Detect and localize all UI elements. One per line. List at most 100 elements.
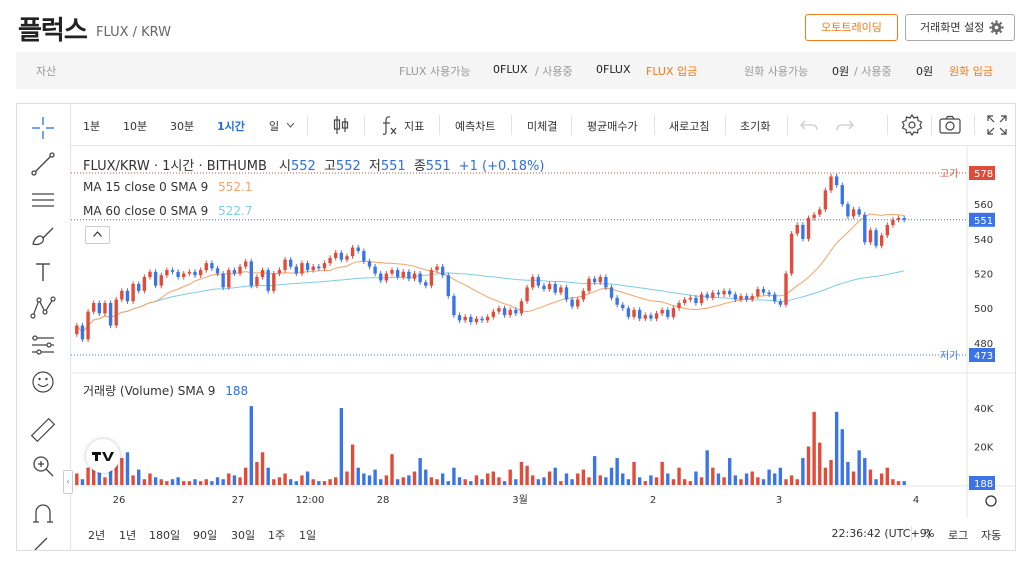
volume-bar: [654, 477, 659, 485]
candle-body: [609, 287, 614, 298]
scroll-left-handle[interactable]: ‹: [63, 470, 73, 494]
trend-line-icon[interactable]: [29, 150, 57, 178]
candle-body: [536, 277, 541, 286]
flux-deposit-link[interactable]: FLUX 입금: [646, 65, 698, 78]
volume-bar: [103, 477, 107, 485]
refresh-button[interactable]: 새로고침: [669, 120, 710, 133]
range-2y[interactable]: 2년: [88, 529, 106, 542]
volume-bar: [587, 477, 591, 485]
asset-label: 자산: [36, 65, 57, 78]
chevron-down-icon[interactable]: [287, 123, 294, 128]
volume-bar: [834, 411, 839, 485]
range-1d[interactable]: 1일: [299, 529, 317, 542]
interval-10m[interactable]: 10분: [123, 120, 148, 133]
function-icon[interactable]: [376, 113, 400, 137]
reset-button[interactable]: 초기화: [740, 120, 771, 133]
magnet-icon[interactable]: [29, 500, 57, 528]
unfilled-orders-button[interactable]: 미체결: [527, 120, 558, 133]
candle-body: [688, 297, 692, 300]
time-tick-label: 26: [113, 495, 126, 506]
candle-body: [339, 252, 344, 260]
price-chart[interactable]: 560 540 520 500 480 고가 578 저가 473 551 40K 20K 188 26 2…: [71, 146, 1015, 518]
krw-available-label: 원화 사용가능: [744, 65, 809, 78]
price-tick-label: 560: [974, 200, 993, 211]
range-180d[interactable]: 180일: [149, 529, 181, 542]
range-30d[interactable]: 30일: [231, 529, 256, 542]
text-tool-icon[interactable]: [29, 258, 57, 286]
percent-toggle[interactable]: %: [924, 527, 935, 540]
candle-body: [716, 292, 721, 295]
krw-deposit-link[interactable]: 원화 입금: [949, 65, 993, 78]
fullscreen-icon[interactable]: [985, 113, 1009, 137]
pattern-icon[interactable]: [29, 294, 57, 322]
indicator-button[interactable]: 지표: [404, 120, 425, 133]
horizontal-lines-icon[interactable]: [29, 186, 57, 214]
volume-bar: [885, 467, 889, 485]
log-toggle[interactable]: 로그: [948, 529, 969, 542]
candle-body: [654, 313, 659, 319]
settings-gear-icon[interactable]: [900, 113, 924, 137]
low-price-badge: [969, 348, 995, 362]
volume-bar: [379, 479, 383, 485]
ruler-icon[interactable]: [29, 416, 57, 444]
crosshair-icon[interactable]: [29, 114, 57, 142]
interval-30m[interactable]: 30분: [170, 120, 195, 133]
redo-icon[interactable]: [833, 113, 857, 137]
candle-body: [851, 209, 856, 217]
candlestick-type-icon[interactable]: [329, 113, 353, 137]
brush-icon[interactable]: [29, 222, 57, 250]
candle-body: [739, 296, 743, 300]
emoji-icon[interactable]: [29, 368, 57, 396]
candle-body: [277, 270, 282, 274]
range-1y[interactable]: 1년: [119, 529, 137, 542]
forecast-chart-button[interactable]: 예측차트: [455, 120, 496, 133]
volume-bar: [829, 459, 833, 485]
flux-in-use-label: / 사용중: [535, 65, 573, 78]
volume-bar: [682, 479, 687, 485]
toolbar-separator: [931, 115, 932, 135]
prediction-icon[interactable]: [29, 330, 57, 358]
interval-1m[interactable]: 1분: [83, 120, 101, 133]
volume-bar: [176, 477, 180, 485]
interval-day[interactable]: 일: [269, 120, 280, 133]
undo-icon[interactable]: [797, 113, 821, 137]
ohlc-legend: FLUX/KRW · 1시간 · BITHUMB 시552 고552 저551 …: [83, 155, 544, 174]
axis-settings-icon[interactable]: [985, 495, 997, 507]
volume-bar: [362, 473, 366, 485]
volume-bar: [300, 475, 304, 485]
candle-body: [418, 273, 422, 283]
zoom-in-icon[interactable]: [29, 452, 57, 480]
auto-trading-button[interactable]: 오토트레이딩: [805, 14, 898, 41]
candle-body: [305, 263, 310, 271]
candle-body: [784, 273, 788, 305]
toolbar-separator: [887, 115, 888, 135]
interval-1h[interactable]: 1시간: [217, 120, 245, 133]
camera-icon[interactable]: [938, 113, 962, 137]
avg-buy-price-button[interactable]: 평균매수가: [587, 120, 638, 133]
volume-bar: [879, 473, 884, 485]
candle-body: [502, 308, 507, 316]
volume-bar: [469, 481, 473, 485]
auto-toggle[interactable]: 자동: [981, 529, 1002, 542]
screen-settings-button[interactable]: 거래화면 설정: [905, 14, 1015, 41]
pencil-icon[interactable]: [29, 532, 57, 550]
volume-bar: [159, 479, 163, 485]
krw-available-value: 0원: [832, 65, 850, 78]
high-price-badge-label: 578: [974, 169, 993, 180]
candle-body: [131, 283, 135, 302]
volume-bar: [722, 477, 726, 485]
tradingview-logo[interactable]: [86, 439, 120, 473]
volume-bar: [148, 473, 152, 485]
volume-bar: [863, 458, 867, 485]
range-90d[interactable]: 90일: [193, 529, 218, 542]
volume-bar: [514, 479, 518, 485]
volume-bar: [660, 461, 664, 485]
volume-bar: [322, 481, 327, 485]
candle-body: [176, 271, 180, 277]
range-1w[interactable]: 1주: [268, 529, 286, 542]
volume-bar: [536, 479, 541, 485]
candle-body: [159, 275, 163, 286]
candle-body: [317, 266, 321, 269]
clock-time: 22:36:42 (UTC+9): [831, 527, 931, 540]
legend-collapse-button[interactable]: [85, 226, 110, 244]
